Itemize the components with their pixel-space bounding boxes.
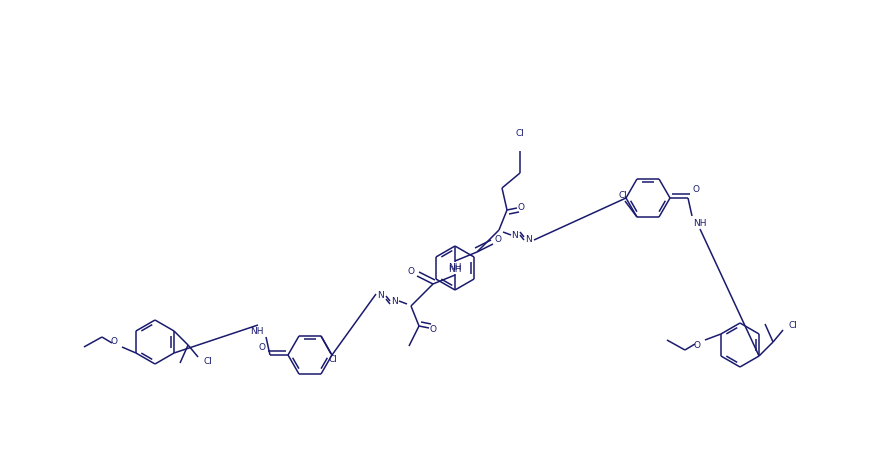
Text: N: N bbox=[511, 230, 518, 239]
Text: NH: NH bbox=[693, 218, 706, 228]
Text: Cl: Cl bbox=[618, 190, 627, 199]
Text: O: O bbox=[429, 325, 436, 334]
Text: Cl: Cl bbox=[788, 321, 796, 330]
Text: N: N bbox=[392, 297, 398, 306]
Text: Cl: Cl bbox=[328, 356, 337, 365]
Text: NH: NH bbox=[250, 327, 263, 336]
Text: O: O bbox=[111, 337, 118, 347]
Text: Cl: Cl bbox=[204, 357, 212, 366]
Text: N: N bbox=[525, 236, 532, 245]
Text: O: O bbox=[692, 186, 699, 195]
Text: O: O bbox=[258, 343, 265, 351]
Text: Cl: Cl bbox=[515, 129, 524, 139]
Text: NH: NH bbox=[448, 262, 461, 271]
Text: NH: NH bbox=[448, 265, 461, 274]
Text: O: O bbox=[693, 340, 700, 349]
Text: O: O bbox=[517, 202, 524, 211]
Text: O: O bbox=[407, 267, 414, 276]
Text: N: N bbox=[378, 291, 384, 300]
Text: O: O bbox=[494, 235, 501, 244]
